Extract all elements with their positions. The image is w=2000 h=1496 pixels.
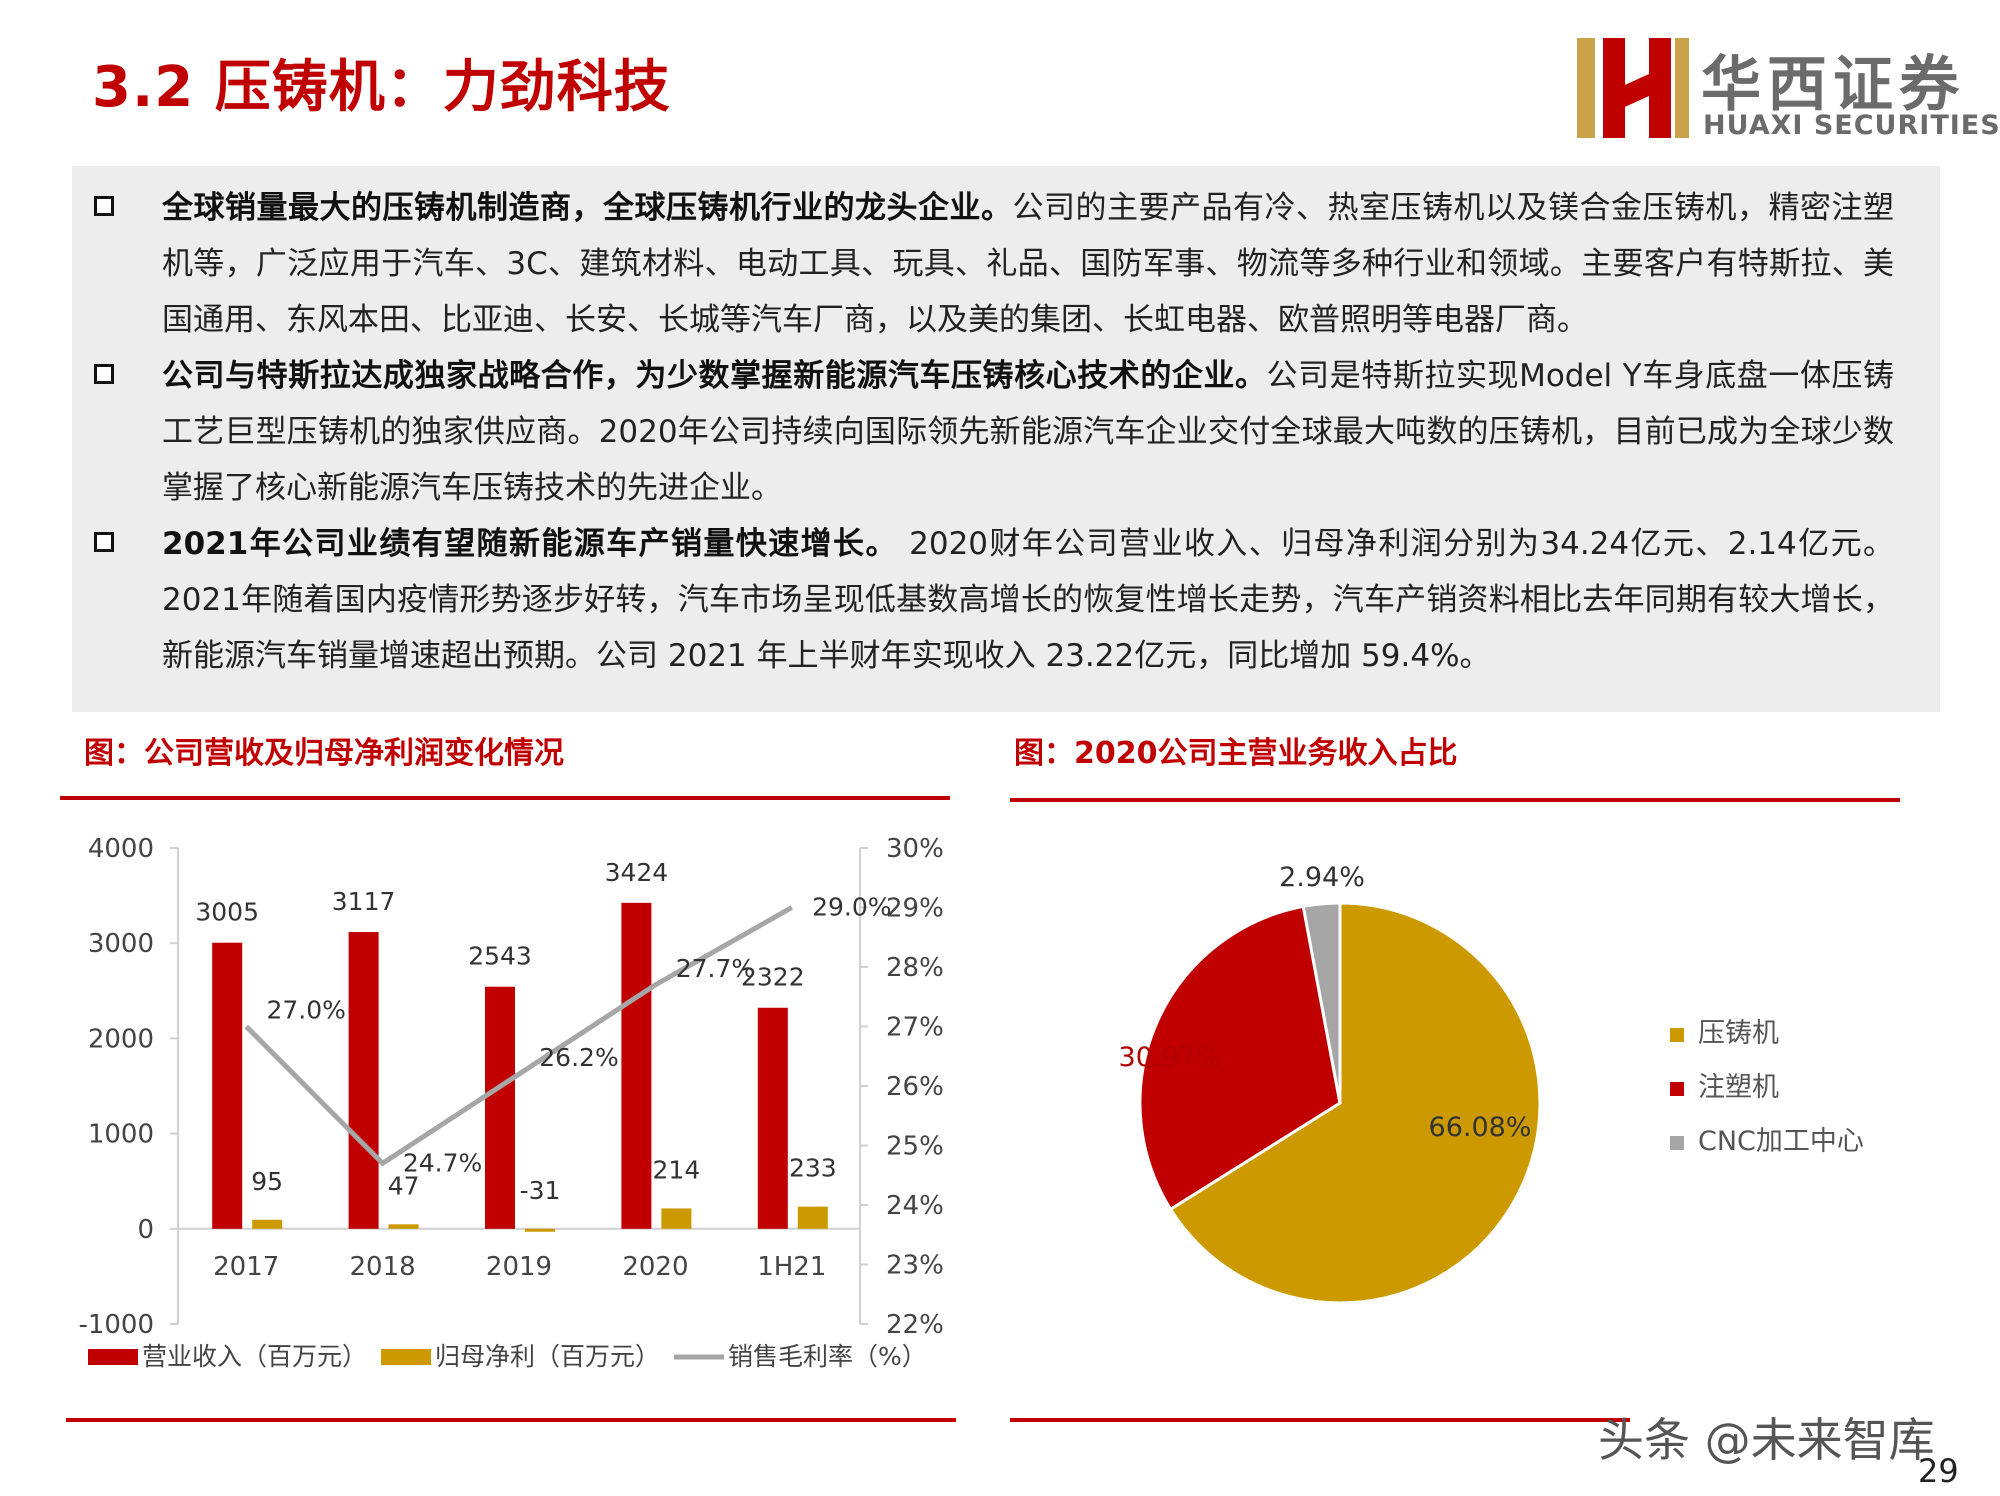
bullet-item: 全球销量最大的压铸机制造商，全球压铸机行业的龙头企业。公司的主要产品有冷、热室压… — [94, 180, 1894, 348]
right-tick-label: 27% — [886, 1013, 944, 1043]
revenue-data-label: 3424 — [605, 858, 669, 887]
category-label: 2017 — [213, 1252, 279, 1282]
gross-margin-data-label: 26.2% — [539, 1043, 618, 1072]
left-tick-label: 2000 — [88, 1024, 154, 1054]
revenue-data-label: 2322 — [741, 963, 805, 992]
revenue-bar — [621, 902, 652, 1229]
left-tick-label: 1000 — [88, 1120, 154, 1150]
pie-slice — [1168, 901, 1542, 1305]
net-profit-data-label: -31 — [520, 1176, 561, 1205]
revenue-bar — [348, 932, 379, 1229]
page-number: 29 — [1918, 1452, 1959, 1490]
right-tick-label: 24% — [886, 1191, 944, 1221]
logo-chinese-name: 华西证券 — [1701, 50, 1965, 120]
net-profit-bar — [797, 1206, 828, 1229]
legend-label: 营业收入（百万元） — [142, 1342, 367, 1371]
left-chart-bottom-rule — [66, 1418, 956, 1422]
net-profit-data-label: 233 — [789, 1154, 837, 1183]
gross-margin-data-label: 27.0% — [266, 996, 345, 1025]
right-tick-label: 26% — [886, 1072, 944, 1102]
legend-label: 注塑机 — [1698, 1072, 1779, 1103]
bullet-item: 2021年公司业绩有望随新能源车产销量快速增长。 2020财年公司营业收入、归母… — [94, 516, 1894, 684]
right-tick-label: 30% — [886, 834, 944, 864]
pie-data-label: 2.94% — [1279, 862, 1365, 893]
legend-swatch — [1670, 1082, 1684, 1096]
logo-english-name: HUAXI SECURITIES — [1703, 110, 2000, 141]
gross-margin-line — [244, 905, 794, 1167]
left-tick-label: 0 — [137, 1215, 154, 1245]
checkbox-square-icon — [94, 196, 114, 216]
pie-slice — [1301, 901, 1342, 1104]
right-tick-label: 23% — [886, 1251, 944, 1281]
bullet-text: 公司的主要产品有冷、热室压铸机以及镁合金压铸机，精密注塑机等，广泛应用于汽车、3… — [162, 190, 1894, 338]
right-chart-top-rule — [1010, 798, 1900, 802]
net-profit-data-label: 47 — [388, 1171, 420, 1200]
left-tick-label: 4000 — [88, 834, 154, 864]
bullet-heading: 公司与特斯拉达成独家战略合作，为少数掌握新能源汽车压铸核心技术的企业。 — [162, 358, 1267, 394]
bullet-heading: 全球销量最大的压铸机制造商，全球压铸机行业的龙头企业。 — [162, 190, 1013, 226]
legend-label: CNC加工中心 — [1698, 1126, 1864, 1157]
checkbox-square-icon — [94, 364, 114, 384]
legend-swatch — [1670, 1136, 1684, 1150]
category-label: 2018 — [350, 1252, 416, 1282]
net-profit-data-label: 95 — [251, 1167, 283, 1196]
category-label: 2019 — [486, 1252, 552, 1282]
right-tick-label: 28% — [886, 953, 944, 983]
net-profit-bar — [252, 1219, 283, 1229]
checkbox-square-icon — [94, 532, 114, 552]
revenue-bar — [485, 986, 515, 1229]
watermark: 头条 @未来智库 — [1598, 1413, 1935, 1467]
bullet-text: 2020财年公司营业收入、归母净利润分别为34.24亿元、2.14亿元。2021… — [162, 526, 1894, 674]
summary-text-box: 全球销量最大的压铸机制造商，全球压铸机行业的龙头企业。公司的主要产品有冷、热室压… — [72, 166, 1940, 712]
revenue-data-label: 2543 — [468, 942, 532, 971]
net-profit-bar — [388, 1224, 419, 1229]
pie-data-label: 30.97% — [1119, 1042, 1222, 1073]
net-profit-data-label: 214 — [653, 1155, 701, 1184]
left-tick-label: -1000 — [78, 1310, 154, 1340]
gross-margin-data-label: 27.7% — [676, 954, 755, 983]
right-tick-label: 25% — [886, 1132, 944, 1162]
legend-label: 归母净利（百万元） — [435, 1342, 660, 1371]
bullet-item: 公司与特斯拉达成独家战略合作，为少数掌握新能源汽车压铸核心技术的企业。公司是特斯… — [94, 348, 1894, 516]
net-profit-bar — [525, 1228, 555, 1232]
right-tick-label: 29% — [886, 894, 944, 924]
bullet-text: 公司是特斯拉实现Model Y车身底盘一体压铸工艺巨型压铸机的独家供应商。202… — [162, 358, 1894, 506]
revenue-profit-combo-chart: 4000 3000 2000 1000 0 -1000 30% 29% 28% 27% 26% 25%… — [78, 834, 944, 1371]
revenue-bar — [757, 1007, 788, 1229]
legend-swatch — [1670, 1028, 1684, 1042]
right-chart-title: 图：2020公司主营业务收入占比 — [1014, 736, 1458, 771]
gross-margin-data-label: 29.0% — [812, 893, 891, 922]
net-profit-bar — [661, 1208, 692, 1229]
right-tick-label: 22% — [886, 1310, 944, 1340]
left-tick-label: 3000 — [88, 929, 154, 959]
huaxi-h-logo-icon — [1577, 38, 1689, 138]
right-chart-bottom-rule — [1010, 1418, 1630, 1422]
legend-swatch — [88, 1349, 138, 1365]
gross-margin-data-label: 24.7% — [403, 1148, 482, 1177]
page-title: 3.2 压铸机：力劲科技 — [92, 55, 671, 120]
revenue-data-label: 3117 — [332, 887, 396, 916]
legend-label: 压铸机 — [1698, 1018, 1779, 1049]
left-chart-top-rule — [60, 796, 950, 800]
revenue-bar — [212, 942, 243, 1229]
bullet-heading: 2021年公司业绩有望随新能源车产销量快速增长。 — [162, 526, 898, 562]
legend-label: 销售毛利率（%） — [728, 1342, 927, 1371]
revenue-data-label: 3005 — [195, 898, 259, 927]
pie-data-label: 66.08% — [1429, 1112, 1532, 1143]
legend-swatch — [381, 1349, 431, 1365]
left-chart-title: 图：公司营收及归母净利润变化情况 — [84, 736, 564, 771]
category-label: 2020 — [622, 1252, 688, 1282]
pie-slice — [1138, 904, 1342, 1212]
category-label: 1H21 — [757, 1252, 826, 1282]
huaxi-logo: 华西证券 HUAXI SECURITIES — [1575, 34, 2000, 144]
